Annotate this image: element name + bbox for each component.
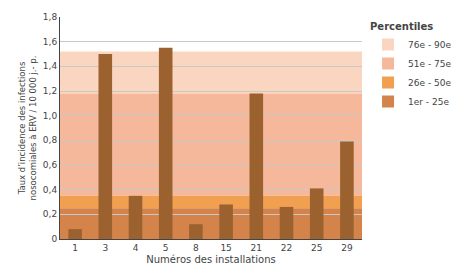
svg-text:1: 1 (72, 243, 78, 253)
svg-text:Taux d’incidence des infection: Taux d’incidence des infectionsnosocomia… (17, 56, 38, 201)
svg-text:26e - 50e: 26e - 50e (408, 78, 451, 88)
svg-text:0,6: 0,6 (43, 160, 58, 170)
svg-text:Percentiles: Percentiles (370, 21, 433, 32)
svg-text:15: 15 (220, 243, 231, 253)
svg-text:5: 5 (163, 243, 169, 253)
svg-text:8: 8 (193, 243, 199, 253)
svg-text:1,6: 1,6 (43, 37, 58, 47)
svg-text:0,2: 0,2 (43, 209, 57, 219)
svg-text:Numéros des installations: Numéros des installations (146, 254, 275, 265)
svg-text:1,0: 1,0 (43, 111, 58, 121)
svg-text:1er - 25e: 1er - 25e (408, 97, 449, 107)
svg-text:1,8: 1,8 (43, 12, 58, 22)
svg-text:4: 4 (133, 243, 139, 253)
svg-text:22: 22 (281, 243, 292, 253)
svg-text:51e - 75e: 51e - 75e (408, 59, 451, 69)
svg-text:1,4: 1,4 (43, 61, 58, 71)
svg-text:0: 0 (51, 234, 57, 244)
svg-text:3: 3 (102, 243, 108, 253)
svg-text:21: 21 (251, 243, 262, 253)
svg-text:1,2: 1,2 (43, 86, 57, 96)
svg-text:0,4: 0,4 (43, 185, 58, 195)
svg-text:0,8: 0,8 (43, 135, 58, 145)
svg-text:76e - 90e: 76e - 90e (408, 40, 451, 50)
svg-text:25: 25 (311, 243, 322, 253)
svg-text:29: 29 (341, 243, 353, 253)
